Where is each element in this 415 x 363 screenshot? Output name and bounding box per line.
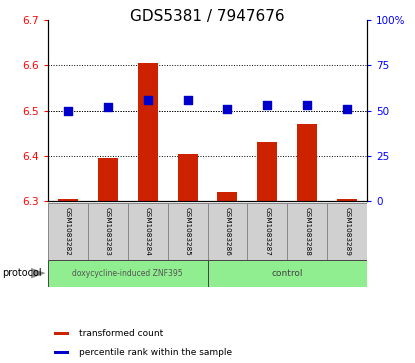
- Bar: [327, 203, 367, 260]
- Text: GSM1083287: GSM1083287: [264, 207, 271, 256]
- Text: GSM1083286: GSM1083286: [225, 207, 230, 256]
- Bar: [337, 199, 357, 201]
- Bar: [54, 351, 69, 354]
- Text: control: control: [272, 269, 303, 278]
- Polygon shape: [31, 268, 46, 278]
- Bar: [178, 154, 198, 201]
- Bar: [287, 203, 327, 260]
- Bar: [128, 203, 168, 260]
- Text: protocol: protocol: [2, 268, 42, 278]
- Point: [304, 102, 311, 108]
- Bar: [208, 260, 367, 287]
- Bar: [54, 332, 69, 335]
- Bar: [98, 158, 117, 201]
- Bar: [247, 203, 287, 260]
- Point: [144, 97, 151, 103]
- Text: GSM1083284: GSM1083284: [144, 207, 151, 256]
- Bar: [217, 192, 237, 201]
- Text: GSM1083289: GSM1083289: [344, 207, 350, 256]
- Bar: [138, 63, 158, 201]
- Text: GSM1083283: GSM1083283: [105, 207, 111, 256]
- Text: GDS5381 / 7947676: GDS5381 / 7947676: [130, 9, 285, 24]
- Text: doxycycline-induced ZNF395: doxycycline-induced ZNF395: [72, 269, 183, 278]
- Bar: [48, 260, 208, 287]
- Point: [264, 102, 271, 108]
- Point: [344, 106, 351, 112]
- Bar: [88, 203, 128, 260]
- Bar: [48, 203, 88, 260]
- Bar: [298, 125, 317, 201]
- Bar: [257, 143, 277, 201]
- Text: GSM1083288: GSM1083288: [304, 207, 310, 256]
- Bar: [58, 199, 78, 201]
- Text: percentile rank within the sample: percentile rank within the sample: [79, 348, 232, 357]
- Bar: [208, 203, 247, 260]
- Point: [104, 104, 111, 110]
- Point: [184, 97, 191, 103]
- Point: [224, 106, 231, 112]
- Text: GSM1083282: GSM1083282: [65, 207, 71, 256]
- Text: GSM1083285: GSM1083285: [185, 207, 190, 256]
- Bar: [168, 203, 208, 260]
- Point: [64, 108, 71, 114]
- Text: transformed count: transformed count: [79, 329, 163, 338]
